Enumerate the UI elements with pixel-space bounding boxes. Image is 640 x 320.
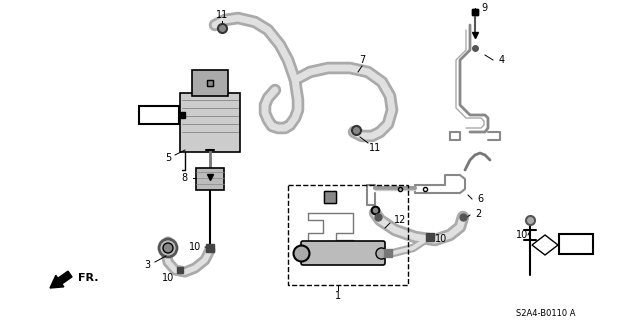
Ellipse shape bbox=[163, 243, 173, 253]
Text: 11: 11 bbox=[216, 10, 228, 20]
Text: 5: 5 bbox=[165, 153, 171, 163]
FancyBboxPatch shape bbox=[301, 241, 385, 265]
Text: E-2: E-2 bbox=[150, 110, 168, 120]
Text: 4: 4 bbox=[499, 55, 505, 65]
Text: 12: 12 bbox=[394, 215, 406, 225]
Text: 8: 8 bbox=[181, 173, 187, 183]
Text: FR.: FR. bbox=[78, 273, 99, 283]
Text: 6: 6 bbox=[477, 194, 483, 204]
Text: B-4: B-4 bbox=[567, 240, 585, 250]
Ellipse shape bbox=[159, 239, 177, 257]
Text: 11: 11 bbox=[369, 143, 381, 153]
Polygon shape bbox=[532, 235, 558, 255]
FancyArrow shape bbox=[50, 271, 72, 288]
FancyBboxPatch shape bbox=[180, 93, 240, 152]
FancyBboxPatch shape bbox=[559, 234, 593, 254]
Text: 10: 10 bbox=[189, 242, 201, 252]
Bar bbox=[192, 70, 228, 96]
Text: 10: 10 bbox=[516, 230, 528, 240]
Bar bbox=[288, 185, 408, 285]
Bar bbox=[196, 168, 224, 190]
Text: 3: 3 bbox=[144, 260, 150, 270]
Text: 10: 10 bbox=[162, 273, 174, 283]
Text: 10: 10 bbox=[435, 234, 447, 244]
Text: 7: 7 bbox=[359, 55, 365, 65]
Text: 9: 9 bbox=[481, 3, 487, 13]
Text: 2: 2 bbox=[475, 209, 481, 219]
FancyBboxPatch shape bbox=[139, 106, 179, 124]
Text: S2A4-B0110 A: S2A4-B0110 A bbox=[515, 308, 575, 317]
Text: 1: 1 bbox=[335, 291, 341, 301]
